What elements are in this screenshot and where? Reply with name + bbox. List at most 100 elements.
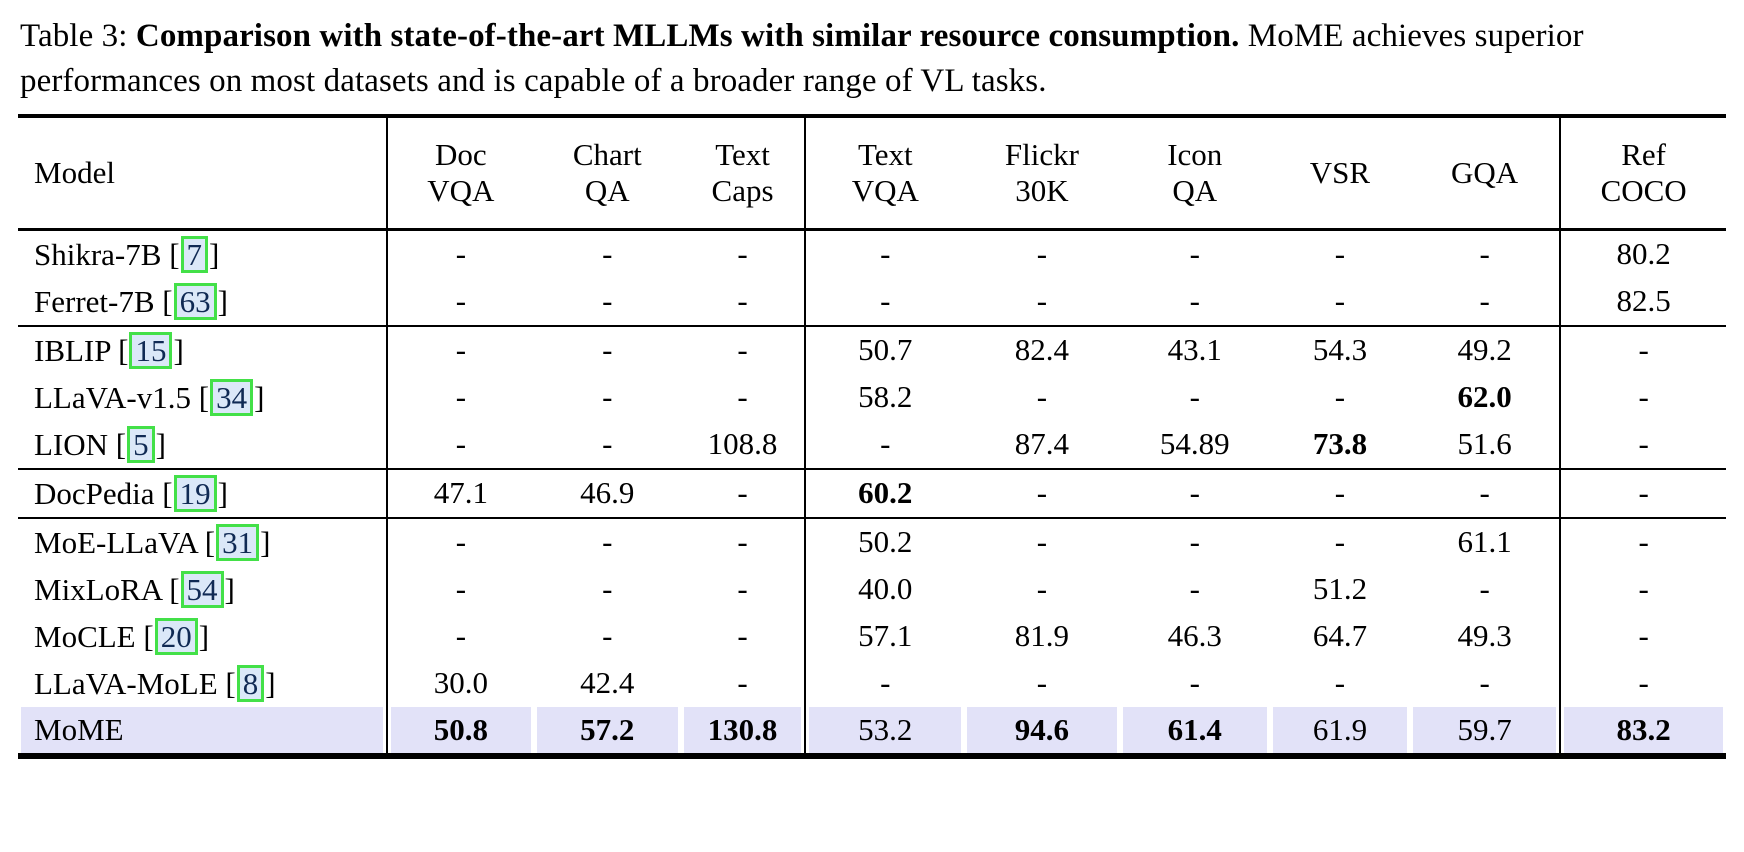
citation-ref: [31]	[197, 523, 271, 561]
score-cell-empty: -	[455, 618, 467, 654]
table-row-lion: LION [5] - - 108.8 - 87.4 54.89 73.8 51.6 -	[18, 420, 1726, 469]
score-cell-empty: -	[880, 283, 891, 319]
score-cell-empty: -	[602, 332, 613, 368]
table-row-ferret-7b: Ferret-7B [63] - - - - - - - - 82.5	[18, 277, 1726, 326]
score-cell-empty: -	[1638, 475, 1649, 511]
score-cell-empty: -	[880, 236, 891, 272]
column-header-line: VQA	[851, 172, 919, 208]
row-group-1: Shikra-7B [7] - - - - - - - -80.2 Ferret-7B [63] -…	[18, 229, 1726, 326]
score-cell-empty: -	[1638, 665, 1649, 701]
model-name: MoCLE	[34, 618, 136, 654]
score-cell: 51.6	[1409, 420, 1562, 469]
score-cell-empty: -	[1036, 475, 1048, 511]
score-cell-empty: -	[602, 426, 613, 462]
citation-ref: [34]	[190, 378, 265, 416]
score-cell: 43.1	[1167, 332, 1222, 368]
score-cell: 81.9	[1014, 618, 1070, 654]
score-cell: 82.4	[1014, 332, 1070, 368]
model-name: MoME	[34, 711, 124, 747]
score-cell: 50.8	[386, 706, 534, 756]
score-cell: 62.0	[1409, 373, 1562, 421]
score-cell: 64.7	[1312, 618, 1368, 654]
model-name-cell: LLaVA-MoLE [8]	[18, 659, 388, 707]
score-cell: 130.8	[680, 706, 807, 756]
citation-link[interactable]: 19	[173, 474, 217, 512]
results-table: Model Doc VQA Chart QA Text Caps Text VQA Flickr 3…	[18, 113, 1726, 759]
table-row-llava-v1-5: LLaVA-v1.5 [34] - - - 58.2 - - - 62.0 -	[18, 373, 1726, 421]
column-header-line: VSR	[1309, 154, 1371, 190]
citation-link[interactable]: 8	[236, 664, 265, 702]
score-cell: 54.89	[1159, 426, 1230, 462]
score-cell: 80.2	[1616, 236, 1671, 272]
column-header-line: VQA	[427, 172, 495, 208]
score-cell-empty: -	[880, 665, 891, 701]
column-header-line: Model	[34, 154, 115, 190]
column-header-line: Doc	[435, 137, 487, 173]
citation-link[interactable]: 15	[129, 331, 173, 369]
model-name-cell: MixLoRA [54]	[18, 565, 388, 613]
score-cell: 50.2	[858, 524, 913, 560]
table-row-mocle: MoCLE [20] - - - 57.1 81.9 46.3 64.7 49.3 -	[18, 612, 1726, 660]
column-header-chartqa: Chart QA	[534, 116, 681, 230]
score-cell-empty: -	[1334, 475, 1346, 511]
citation-link[interactable]: 7	[180, 235, 209, 273]
score-cell-empty: -	[680, 659, 807, 707]
score-cell: 61.4	[1119, 706, 1270, 756]
score-cell-empty: -	[1638, 618, 1649, 654]
citation-link[interactable]: 20	[154, 617, 198, 655]
row-group-3: DocPedia [19] 47.1 46.9 - 60.2 - - - - -	[18, 468, 1726, 518]
score-cell: 108.8	[680, 420, 807, 469]
citation-link[interactable]: 34	[210, 378, 254, 416]
model-name-cell: MoE-LLaVA [31]	[18, 517, 388, 566]
score-cell-empty: -	[680, 229, 807, 278]
score-cell: 61.1	[1409, 517, 1562, 566]
column-header-docvqa: Doc VQA	[387, 116, 534, 230]
table-row-llava-mole: LLaVA-MoLE [8] 30.0 42.4 - - - - - - -	[18, 659, 1726, 707]
score-cell-empty: -	[1638, 379, 1649, 415]
model-name: LION	[34, 426, 109, 462]
citation-link[interactable]: 54	[180, 570, 224, 608]
column-header-line: Flickr	[1004, 137, 1079, 173]
score-cell-empty: -	[1638, 524, 1649, 560]
table-header: Model Doc VQA Chart QA Text Caps Text VQA Flickr 3…	[18, 115, 1726, 230]
column-header-flickr30k: Flickr 30K	[964, 116, 1119, 230]
citation-ref: [63]	[154, 282, 228, 320]
column-header-line: QA	[1172, 172, 1218, 208]
score-cell: 73.8	[1312, 426, 1368, 462]
score-cell: 50.7	[858, 332, 913, 368]
citation-ref: [5]	[108, 425, 166, 463]
citation-link[interactable]: 31	[216, 523, 260, 561]
model-name-cell: LION [5]	[18, 420, 388, 469]
score-cell-empty: -	[1036, 665, 1048, 701]
model-name: LLaVA-v1.5	[34, 379, 191, 415]
score-cell-empty: -	[455, 379, 467, 415]
score-cell-empty: -	[1334, 379, 1346, 415]
score-cell-empty: -	[1189, 571, 1200, 607]
score-cell: 47.1	[433, 475, 488, 511]
score-cell: 54.3	[1312, 332, 1368, 368]
column-header-line: Ref	[1621, 137, 1667, 173]
score-cell-empty: -	[602, 379, 613, 415]
score-cell-empty: -	[680, 277, 807, 326]
score-cell: 51.2	[1312, 571, 1368, 607]
table-caption: Table 3: Comparison with state-of-the-ar…	[20, 14, 1724, 104]
score-cell-empty: -	[1189, 236, 1200, 272]
score-cell: 46.3	[1167, 618, 1222, 654]
score-cell-empty: -	[680, 565, 807, 613]
model-name: DocPedia	[34, 475, 155, 511]
citation-link[interactable]: 5	[127, 425, 155, 463]
table-row-mixlora: MixLoRA [54] - - - 40.0 - - 51.2 - -	[18, 565, 1726, 613]
score-cell: 61.9	[1269, 706, 1410, 756]
citation-ref: [20]	[135, 617, 210, 655]
model-name-cell: LLaVA-v1.5 [34]	[18, 373, 388, 421]
caption-label: Table 3:	[20, 18, 136, 54]
citation-link[interactable]: 63	[173, 282, 217, 320]
score-cell-empty: -	[1409, 565, 1562, 613]
model-name-cell: IBLIP [15]	[18, 325, 388, 374]
score-cell: 82.5	[1616, 283, 1671, 319]
score-cell-empty: -	[1189, 379, 1200, 415]
model-name-cell: MoME	[18, 706, 388, 756]
score-cell: 59.7	[1409, 706, 1562, 756]
score-cell: 87.4	[1014, 426, 1070, 462]
row-group-2: IBLIP [15] - - -50.7 82.4 43.1 54.3 49.2- LLaVA-…	[18, 325, 1726, 469]
